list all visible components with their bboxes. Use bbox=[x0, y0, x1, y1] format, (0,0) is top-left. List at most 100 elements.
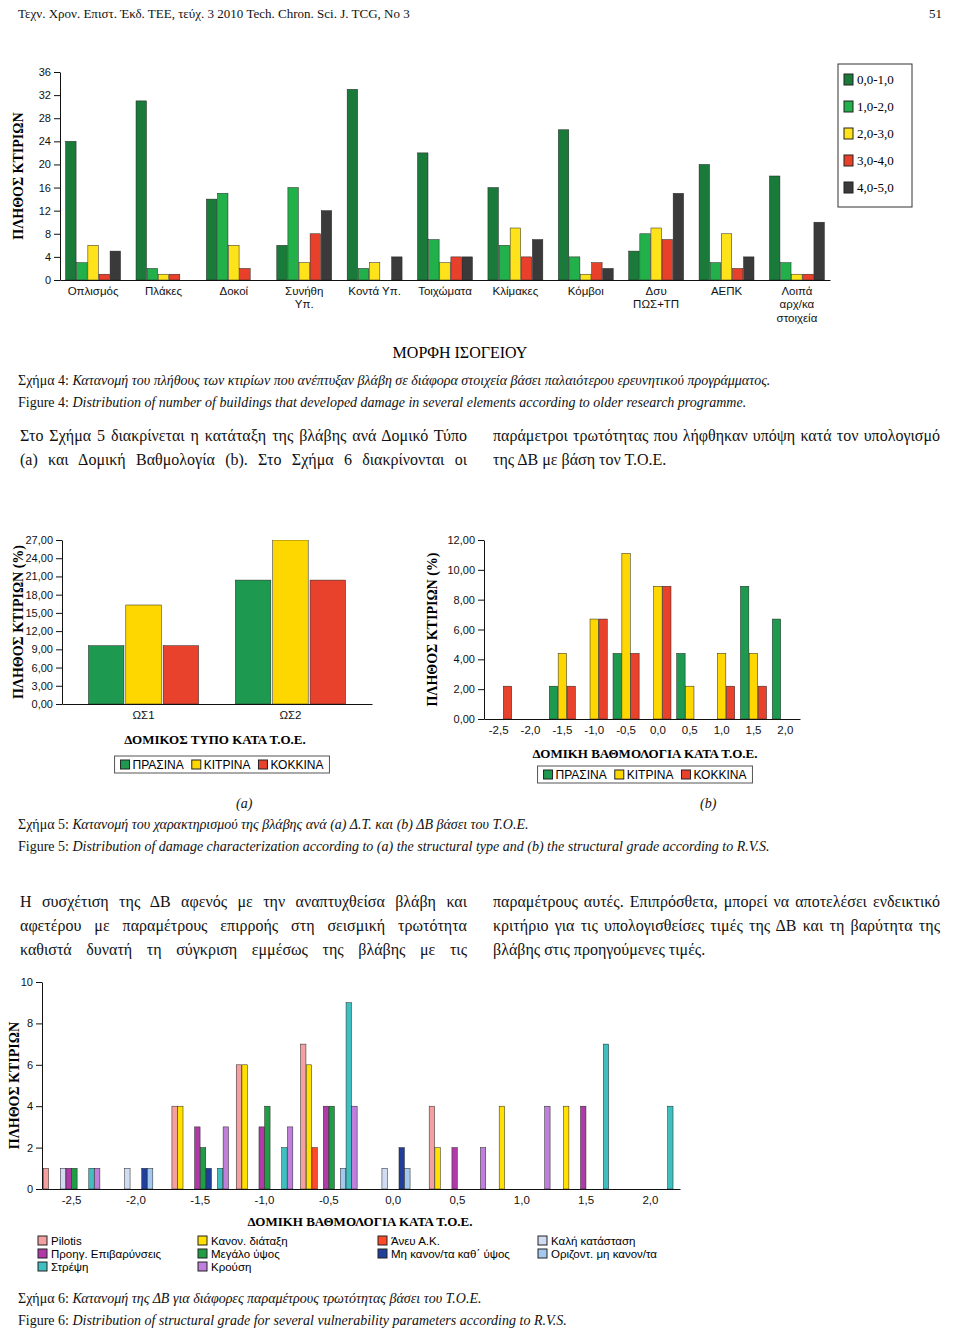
x-tick-label: Κλίμακες bbox=[493, 285, 539, 297]
y-tick-mark bbox=[56, 613, 62, 614]
panel-label: (b) bbox=[700, 796, 716, 812]
bar bbox=[72, 1168, 77, 1189]
bar bbox=[240, 268, 250, 280]
bar bbox=[172, 1106, 177, 1189]
bar bbox=[248, 1189, 253, 1190]
y-tick-mark bbox=[54, 72, 60, 73]
bar bbox=[677, 653, 685, 719]
caption: Figure 5: Distribution of damage charact… bbox=[18, 838, 948, 856]
x-tick: ΩΣ2 bbox=[279, 704, 301, 721]
y-tick-mark bbox=[54, 188, 60, 189]
bar bbox=[469, 1189, 474, 1190]
y-tick-label: 12 bbox=[39, 205, 51, 217]
y-tick-mark bbox=[54, 257, 60, 258]
bar bbox=[633, 1189, 638, 1190]
x-axis-line bbox=[485, 719, 801, 720]
y-tick: 21,00 bbox=[25, 570, 62, 582]
bar bbox=[365, 1189, 370, 1190]
x-tick: Πλάκες bbox=[145, 280, 182, 297]
x-tick: -1,5 bbox=[190, 1189, 210, 1206]
y-axis-line bbox=[62, 541, 63, 705]
x-tick-label: -2,0 bbox=[126, 1194, 146, 1206]
x-tick: -2,5 bbox=[489, 719, 509, 736]
bar bbox=[651, 228, 661, 280]
x-tick-label: -2,0 bbox=[521, 724, 541, 736]
legend-swatch bbox=[378, 1236, 387, 1245]
legend-label: Άνευ Α.Κ. bbox=[391, 1235, 440, 1247]
bar bbox=[88, 646, 123, 704]
x-tick: -0,5 bbox=[616, 719, 636, 736]
bar bbox=[306, 1065, 311, 1189]
y-tick-label: 4 bbox=[45, 251, 51, 263]
y-tick-mark bbox=[478, 719, 484, 720]
x-tick-label: ΩΣ2 bbox=[279, 709, 301, 721]
bar bbox=[435, 1148, 440, 1189]
bar bbox=[189, 1189, 194, 1190]
y-tick: 0 bbox=[27, 1183, 42, 1195]
bar bbox=[673, 1189, 678, 1190]
bar bbox=[662, 1189, 667, 1190]
bar bbox=[180, 280, 190, 281]
bar bbox=[668, 1106, 673, 1189]
x-tick-label: -1,0 bbox=[255, 1194, 275, 1206]
bar bbox=[592, 1189, 597, 1190]
x-tick: Κλίμακες bbox=[493, 280, 539, 297]
legend-swatch bbox=[38, 1236, 47, 1245]
bar bbox=[206, 1168, 211, 1189]
y-tick-mark bbox=[36, 1189, 42, 1190]
bar bbox=[312, 1148, 317, 1189]
x-tick: -2,0 bbox=[521, 719, 541, 736]
x-tick: 0,0 bbox=[650, 719, 666, 736]
x-tick-label: ΔσυΠΩΣ+ΤΠ bbox=[633, 285, 679, 310]
y-tick: 2,00 bbox=[454, 683, 484, 695]
legend-label: ΠΡΑΣΙΝΑ bbox=[556, 768, 607, 782]
bar bbox=[301, 1044, 306, 1189]
bar bbox=[640, 234, 650, 280]
y-tick-label: 12,00 bbox=[447, 534, 475, 546]
bar bbox=[321, 211, 331, 280]
y-tick: 10 bbox=[21, 976, 42, 988]
bar bbox=[586, 1189, 591, 1190]
bar bbox=[273, 540, 308, 704]
bar bbox=[744, 257, 754, 280]
y-tick: 15,00 bbox=[25, 607, 62, 619]
legend-label: Κανον. διάταξη bbox=[211, 1235, 288, 1247]
y-tick: 12 bbox=[39, 205, 60, 217]
bar bbox=[43, 1168, 48, 1189]
y-tick: 8 bbox=[45, 228, 60, 240]
x-tick-label: ΣυνήθηΥπ. bbox=[285, 285, 323, 310]
y-tick-label: 4,00 bbox=[454, 653, 475, 665]
bar bbox=[218, 193, 228, 280]
legend-label: ΚΟΚΚΙΝΑ bbox=[270, 758, 323, 772]
x-axis: ΟπλισμόςΠλάκεςΔοκοίΣυνήθηΥπ.Κοντά Υπ.Τοι… bbox=[61, 280, 831, 324]
bar bbox=[265, 1106, 270, 1189]
bar bbox=[581, 274, 591, 280]
bar bbox=[569, 1189, 574, 1190]
bar bbox=[60, 1168, 65, 1189]
legend-label: 4,0-5,0 bbox=[857, 180, 894, 195]
y-tick-label: 6 bbox=[27, 1059, 33, 1071]
y-tick-label: 0,00 bbox=[454, 713, 475, 725]
y-tick-label: 20 bbox=[39, 158, 51, 170]
x-tick-label: -1,5 bbox=[190, 1194, 210, 1206]
bar bbox=[369, 263, 379, 280]
x-axis-title: ΜΟΡΦΗ ΙΣΟΓΕΙΟΥ bbox=[393, 344, 528, 361]
y-tick: 24 bbox=[39, 135, 60, 147]
y-tick-mark bbox=[56, 704, 62, 705]
bar bbox=[451, 257, 461, 280]
bar bbox=[147, 1168, 152, 1189]
y-tick-label: 24 bbox=[39, 135, 51, 147]
bar bbox=[276, 1189, 281, 1190]
y-tick: 10,00 bbox=[447, 564, 484, 576]
legend-swatch bbox=[198, 1236, 207, 1245]
bar bbox=[418, 153, 428, 280]
bar bbox=[558, 653, 566, 719]
y-tick-mark bbox=[36, 982, 42, 983]
y-tick: 4 bbox=[45, 251, 60, 263]
legend: 0,0-1,01,0-2,02,0-3,03,0-4,04,0-5,0 bbox=[838, 64, 912, 207]
bars bbox=[43, 1003, 673, 1189]
x-tick: -1,0 bbox=[255, 1189, 275, 1206]
bar bbox=[475, 1189, 480, 1190]
y-tick-mark bbox=[36, 1148, 42, 1149]
y-tick-label: 8 bbox=[27, 1017, 33, 1029]
